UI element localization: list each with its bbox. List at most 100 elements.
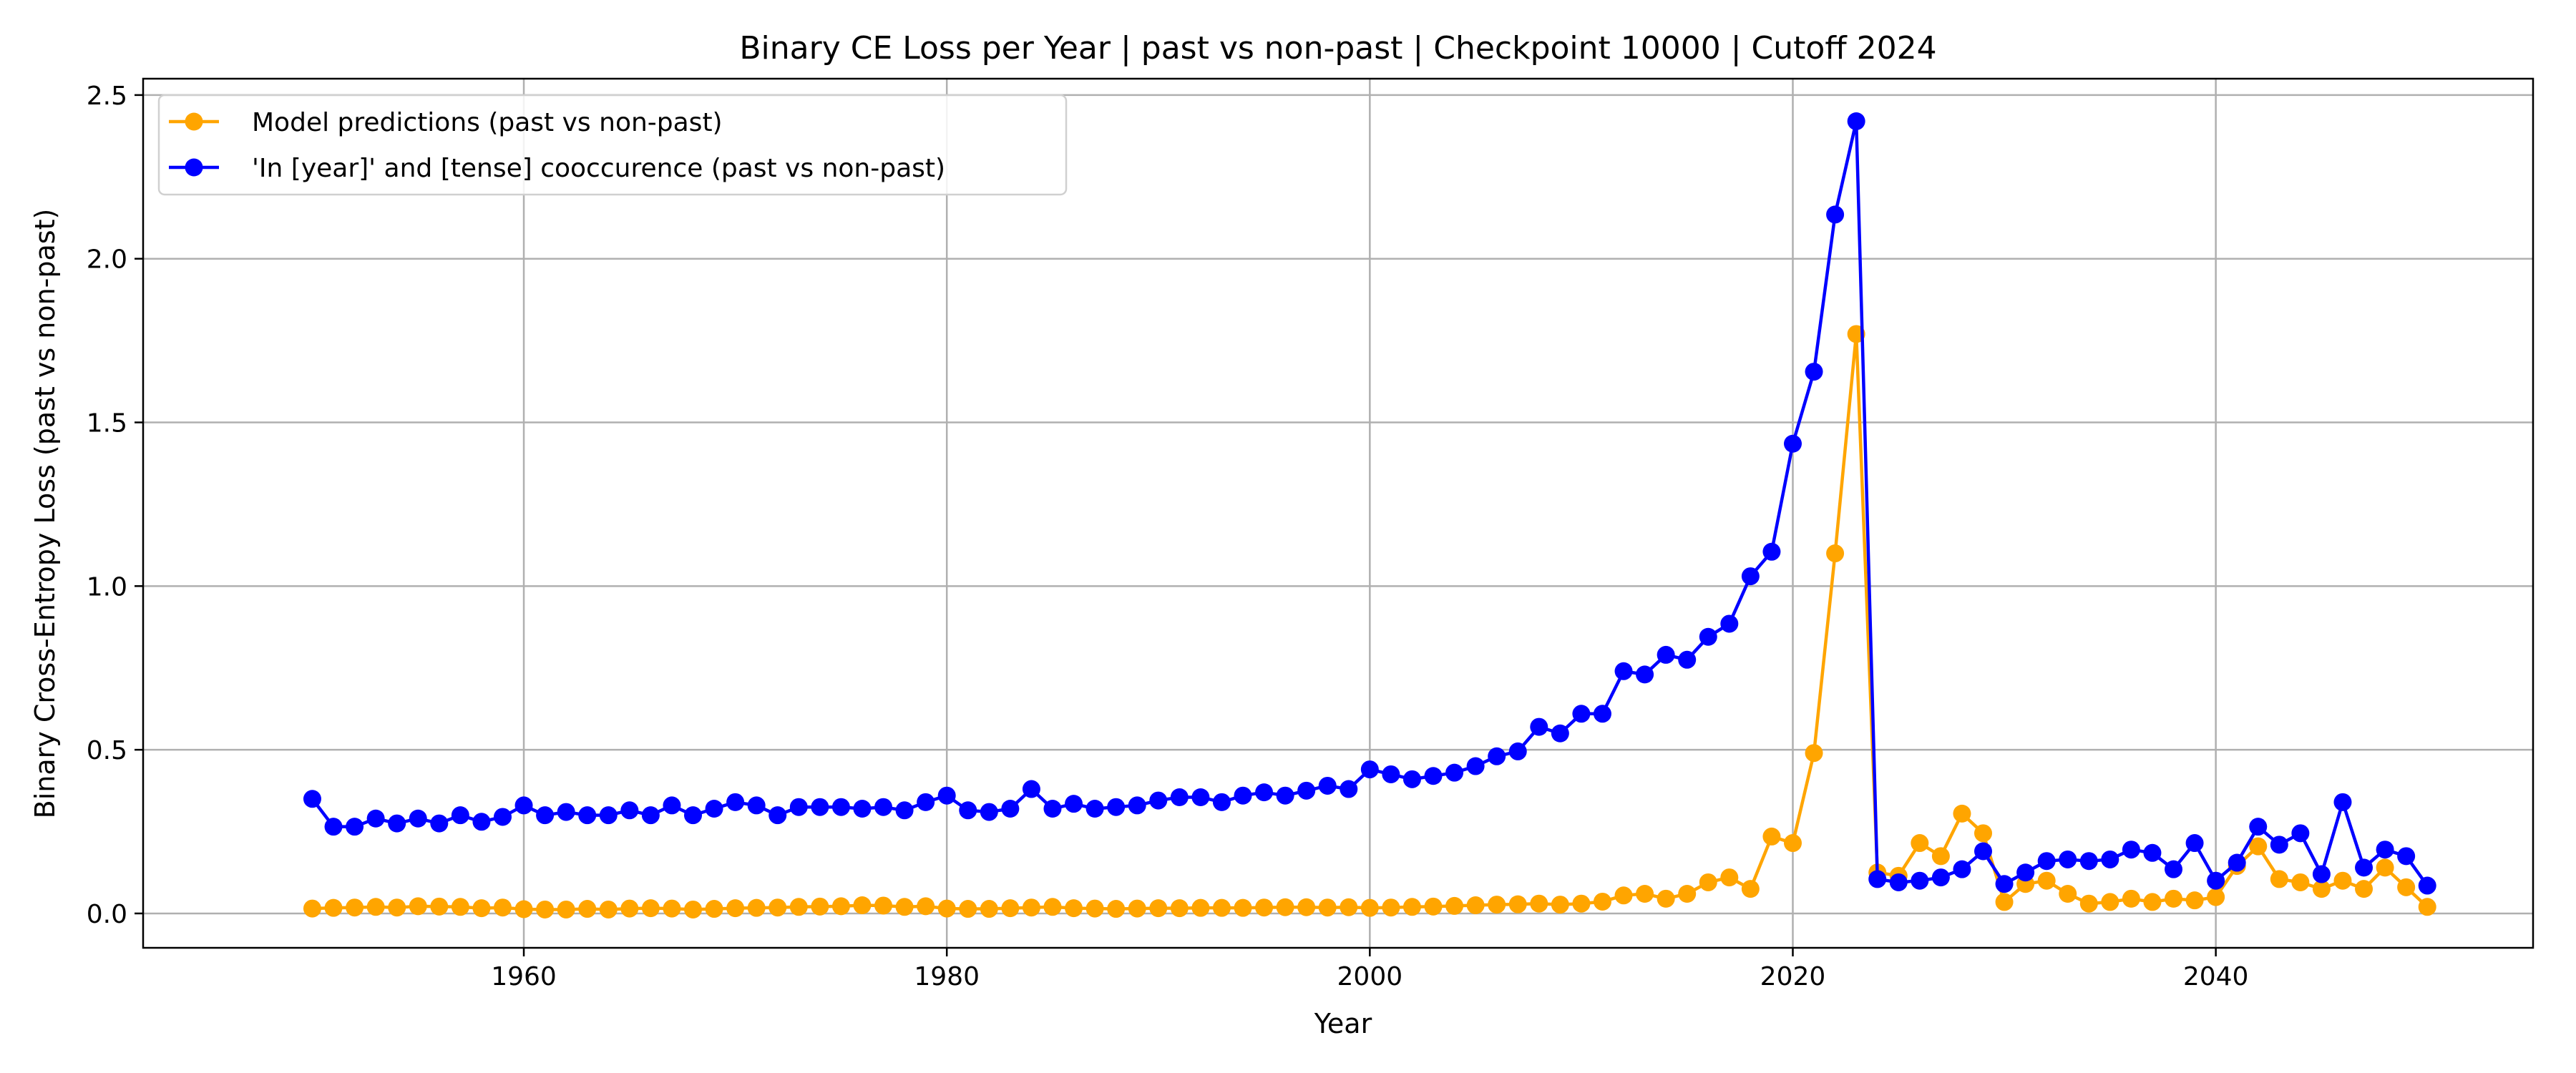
data-point	[472, 813, 491, 831]
data-point	[1974, 842, 1992, 861]
data-point	[2101, 850, 2119, 868]
data-point	[2397, 878, 2416, 896]
data-point	[2059, 884, 2077, 903]
data-point	[895, 801, 914, 820]
data-point	[1508, 895, 1527, 913]
data-point	[2312, 880, 2331, 898]
data-point	[1149, 791, 1168, 810]
data-point	[684, 806, 702, 825]
data-point	[2270, 870, 2288, 888]
data-point	[705, 800, 723, 818]
data-point	[1995, 893, 2014, 911]
data-point	[557, 803, 575, 821]
data-point	[1678, 884, 1697, 903]
data-point	[747, 796, 766, 815]
data-point	[366, 898, 385, 916]
data-point	[1234, 898, 1252, 917]
data-point	[620, 899, 639, 918]
data-point	[917, 793, 935, 811]
data-point	[2101, 893, 2119, 911]
x-tick-label: 2040	[2183, 962, 2249, 991]
data-point	[895, 898, 914, 916]
data-point	[1466, 896, 1485, 915]
data-point	[1551, 896, 1569, 914]
data-point	[1043, 898, 1062, 916]
data-point	[493, 898, 512, 917]
data-point	[1783, 834, 1802, 853]
data-point	[1805, 744, 1823, 763]
data-point	[2355, 858, 2373, 877]
series-layer	[303, 112, 2436, 918]
data-point	[1340, 898, 1358, 916]
data-point	[980, 900, 998, 918]
data-point	[1424, 897, 1443, 916]
data-point	[1255, 783, 1274, 802]
y-axis-label: Binary Cross-Entropy Loss (past vs non-p…	[29, 209, 61, 819]
data-point	[874, 896, 893, 915]
data-point	[1001, 899, 1020, 918]
data-point	[1826, 205, 1845, 224]
legend-marker	[185, 112, 203, 131]
data-point	[303, 790, 321, 808]
data-point	[1593, 892, 1611, 911]
data-point	[831, 897, 850, 916]
y-tick-label: 1.5	[87, 409, 127, 438]
data-point	[1107, 798, 1126, 816]
data-point	[1424, 767, 1443, 785]
plot-frame	[142, 77, 2534, 949]
data-point	[1043, 800, 1062, 818]
data-point	[2270, 836, 2288, 854]
data-point	[1065, 795, 1083, 813]
data-point	[1360, 898, 1379, 917]
data-point	[1678, 650, 1697, 669]
data-point	[2418, 898, 2436, 916]
x-tick-label: 2000	[1337, 962, 1403, 991]
data-point	[1636, 665, 1654, 684]
data-point	[1488, 896, 1506, 914]
data-point	[937, 899, 956, 918]
data-point	[2079, 894, 2098, 913]
data-point	[1889, 873, 1908, 891]
data-point	[2037, 871, 2056, 890]
data-point	[2079, 852, 2098, 871]
data-point	[2249, 837, 2268, 856]
data-point	[1805, 363, 1823, 381]
data-point	[1530, 717, 1548, 736]
data-point	[1445, 763, 1464, 782]
data-point	[2143, 843, 2162, 862]
data-point	[2207, 871, 2225, 890]
data-point	[747, 898, 766, 917]
data-point	[1085, 899, 1104, 918]
y-tick-label: 0.0	[87, 900, 127, 929]
data-point	[663, 796, 681, 815]
data-point	[2207, 888, 2225, 906]
data-point	[1847, 112, 1865, 130]
data-point	[1212, 898, 1231, 917]
data-point	[451, 806, 469, 825]
data-point	[1931, 847, 1950, 866]
data-point	[1530, 894, 1548, 913]
data-point	[1170, 899, 1189, 918]
data-point	[1762, 827, 1781, 846]
data-point	[324, 898, 343, 917]
legend-box	[157, 94, 1068, 196]
data-point	[1826, 544, 1845, 563]
data-point	[430, 814, 449, 833]
data-point	[874, 798, 893, 816]
data-point	[536, 900, 555, 918]
data-point	[1297, 781, 1316, 800]
data-point	[1614, 886, 1633, 905]
legend-marker	[185, 158, 203, 177]
data-point	[1593, 705, 1611, 723]
data-point	[1488, 747, 1506, 765]
data-point	[536, 806, 555, 825]
data-point	[1382, 898, 1400, 917]
data-point	[1911, 834, 1929, 853]
data-point	[769, 898, 787, 917]
data-point	[1868, 870, 1887, 888]
data-point	[1931, 868, 1950, 887]
data-point	[1741, 880, 1760, 898]
data-point	[917, 897, 935, 916]
data-point	[1402, 898, 1421, 916]
x-tick-label: 2020	[1760, 962, 1826, 991]
